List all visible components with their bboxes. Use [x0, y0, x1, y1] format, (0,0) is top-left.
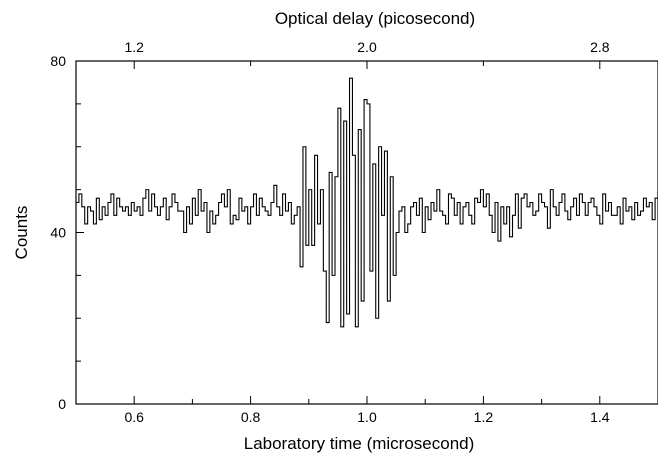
y-tick-label: 80: [50, 53, 66, 69]
labels-layer: 0.6 0.8 1.0 1.2 1.4 0 40 80 1.2 2.0 2.8 Optical del…: [12, 9, 610, 453]
x-tick-label: 1.2: [474, 409, 494, 425]
plot-frame: [75, 60, 658, 405]
x-tick-label: 1.4: [590, 409, 610, 425]
axes-layer: [75, 60, 658, 405]
top-tick-label: 2.8: [590, 39, 610, 55]
y-axis-title: Counts: [12, 206, 31, 260]
x-tick-label: 1.0: [357, 409, 377, 425]
x-axis-title: Laboratory time (microsecond): [244, 434, 475, 453]
x-tick-label: 0.8: [241, 409, 261, 425]
series-line: [76, 77, 658, 328]
top-tick-label: 1.2: [124, 39, 144, 55]
top-tick-label: 2.0: [357, 39, 377, 55]
series-layer: [76, 77, 658, 328]
x-tick-label: 0.6: [124, 409, 144, 425]
y-tick-label: 40: [50, 225, 66, 241]
top-axis-title: Optical delay (picosecond): [275, 9, 475, 28]
y-tick-label: 0: [58, 396, 66, 412]
